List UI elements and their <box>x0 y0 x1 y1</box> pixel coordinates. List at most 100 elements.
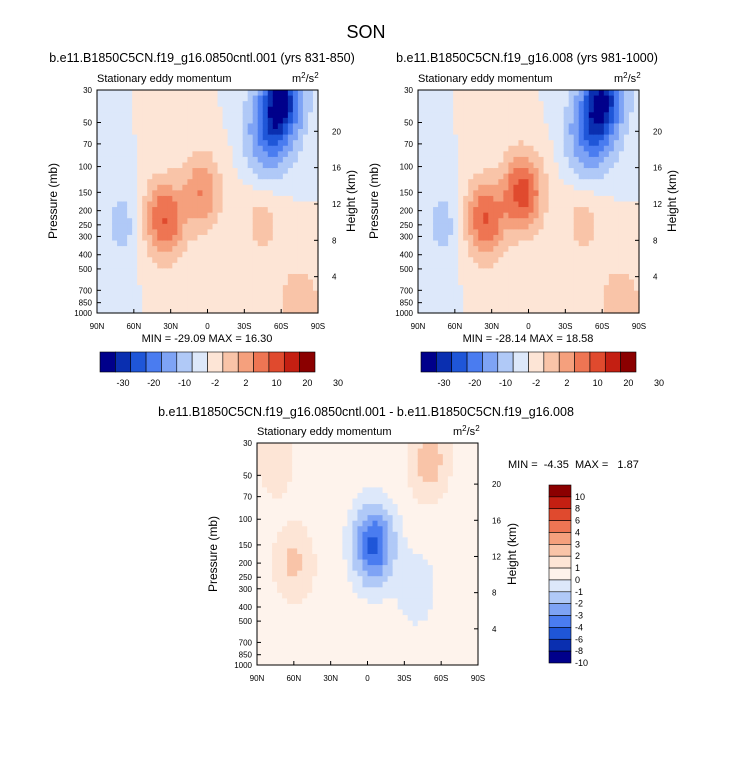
field-cell <box>493 140 499 147</box>
field-cell <box>162 212 168 219</box>
field-cell <box>332 653 338 661</box>
field-cell <box>332 476 338 483</box>
field-cell <box>382 653 389 661</box>
field-cell <box>438 101 444 108</box>
field-cell <box>232 173 239 180</box>
field-cell <box>593 273 600 281</box>
field-cell <box>568 296 575 303</box>
field-cell <box>483 134 489 141</box>
field-cell <box>302 603 308 611</box>
field-cell <box>252 151 259 158</box>
field-cell <box>122 290 128 297</box>
field-cell <box>147 101 153 108</box>
field-cell <box>262 106 269 113</box>
field-cell <box>603 129 610 136</box>
field-cell <box>267 559 273 566</box>
field-cell <box>458 279 464 286</box>
field-cell <box>618 156 625 164</box>
field-cell <box>137 145 143 152</box>
field-cell <box>478 223 484 230</box>
field-cell <box>553 307 560 314</box>
field-cell <box>287 470 293 477</box>
field-cell <box>102 212 108 219</box>
field-cell <box>127 223 133 230</box>
field-cell <box>222 168 229 175</box>
field-cell <box>202 285 209 292</box>
field-cell <box>573 112 580 119</box>
field-cell <box>97 134 103 141</box>
field-cell <box>162 95 168 102</box>
field-cell <box>227 123 234 130</box>
field-cell <box>162 246 168 253</box>
field-cell <box>157 112 163 119</box>
field-cell <box>257 162 264 169</box>
field-cell <box>443 106 449 113</box>
field-cell <box>633 134 640 141</box>
field-cell <box>568 234 575 242</box>
field-cell <box>217 173 224 180</box>
field-cell <box>342 487 349 494</box>
field-cell <box>392 454 399 461</box>
field-cell <box>458 184 464 191</box>
field-cell <box>493 190 499 197</box>
field-cell <box>473 301 479 309</box>
field-cell <box>382 487 389 494</box>
field-cell <box>412 659 419 666</box>
field-cell <box>222 151 229 158</box>
field-cell <box>107 240 113 247</box>
field-cell <box>127 90 133 97</box>
field-cell <box>137 134 143 141</box>
field-cell <box>543 106 550 113</box>
field-cell <box>488 145 494 152</box>
field-cell <box>382 626 389 633</box>
field-cell <box>287 207 294 214</box>
field-cell <box>357 631 364 638</box>
field-cell <box>272 240 279 247</box>
field-cell <box>623 162 630 169</box>
field-cell <box>312 162 319 169</box>
field-cell <box>453 106 459 113</box>
field-cell <box>613 190 620 197</box>
field-cell <box>337 559 343 566</box>
field-cell <box>493 212 499 219</box>
field-cell <box>197 190 204 197</box>
field-cell <box>523 168 530 175</box>
field-cell <box>137 90 143 97</box>
field-cell <box>287 184 294 191</box>
field-cell <box>538 273 545 281</box>
field-cell <box>633 262 640 269</box>
field-cell <box>362 637 369 644</box>
field-cell <box>317 598 323 605</box>
field-cell <box>242 134 249 141</box>
field-cell <box>407 559 414 566</box>
field-cell <box>237 257 244 264</box>
field-cell <box>523 246 530 253</box>
field-cell <box>412 448 419 455</box>
field-cell <box>387 554 394 561</box>
field-cell <box>418 273 424 281</box>
field-cell <box>272 559 278 566</box>
field-cell <box>257 285 264 292</box>
field-cell <box>458 223 464 230</box>
field-cell <box>397 570 404 577</box>
field-cell <box>418 240 424 247</box>
field-cell <box>423 223 429 230</box>
field-cell <box>598 151 605 158</box>
field-cell <box>162 145 168 152</box>
field-cell <box>287 285 294 292</box>
field-cell <box>593 279 600 286</box>
field-cell <box>568 218 575 225</box>
field-cell <box>568 279 575 286</box>
field-cell <box>468 262 474 269</box>
field-cell <box>152 251 158 258</box>
field-cell <box>533 162 540 169</box>
field-cell <box>287 201 294 208</box>
field-cell <box>207 145 214 152</box>
field-cell <box>573 229 580 236</box>
field-cell <box>513 229 520 236</box>
field-cell <box>438 229 444 236</box>
field-cell <box>122 101 128 108</box>
field-cell <box>357 653 364 661</box>
field-cell <box>418 112 424 119</box>
field-cell <box>292 179 299 186</box>
